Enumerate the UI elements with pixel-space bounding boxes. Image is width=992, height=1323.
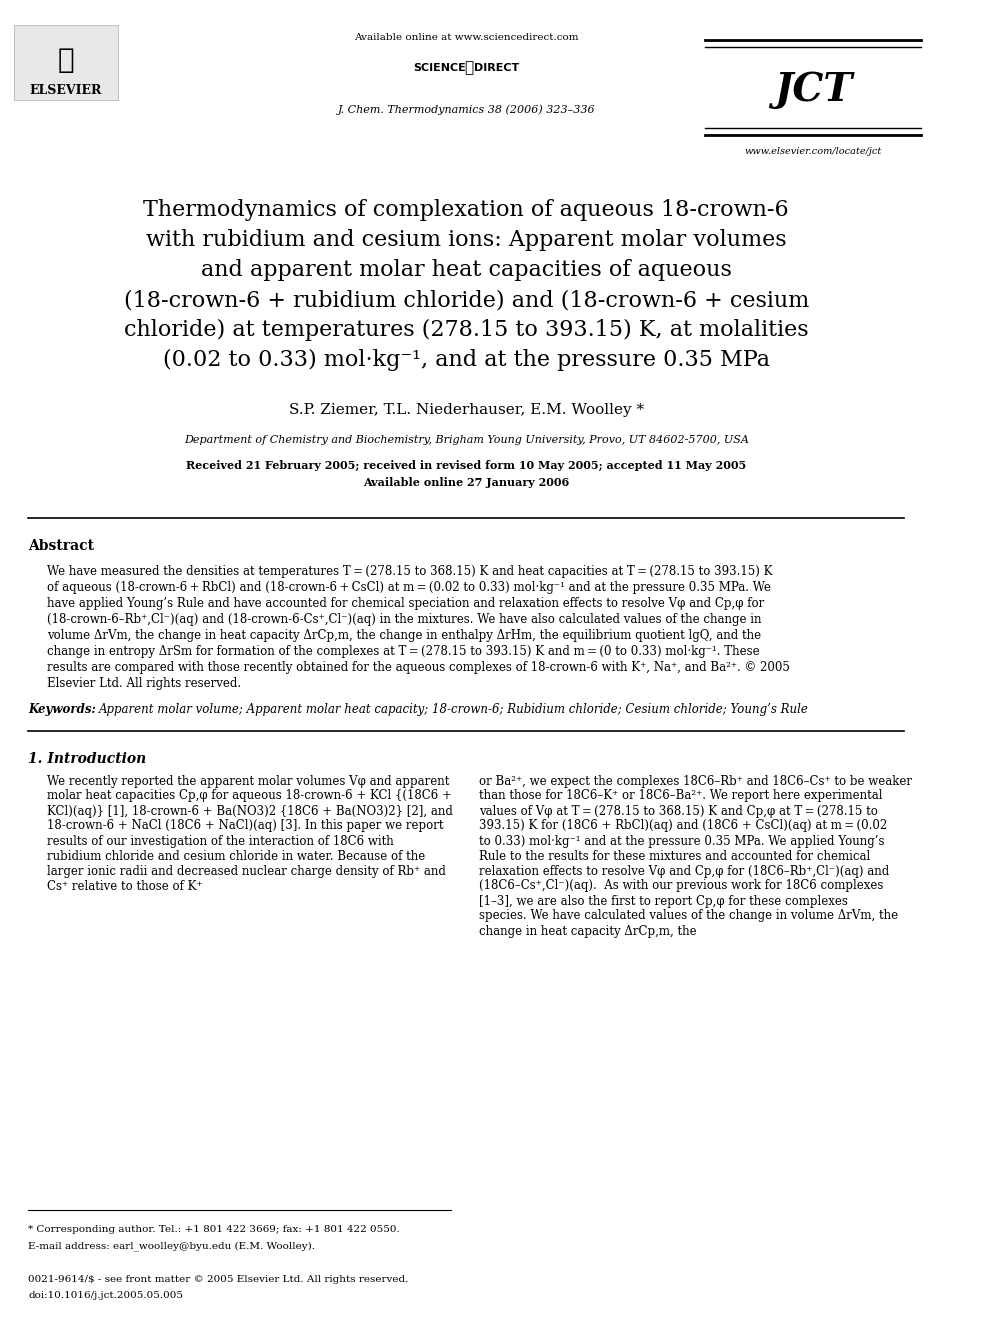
Text: 18-crown-6 + NaCl (18C6 + NaCl)(aq) [3]. In this paper we report: 18-crown-6 + NaCl (18C6 + NaCl)(aq) [3].…: [47, 819, 443, 832]
Text: 393.15) K for (18C6 + RbCl)(aq) and (18C6 + CsCl)(aq) at m = (0.02: 393.15) K for (18C6 + RbCl)(aq) and (18C…: [479, 819, 888, 832]
Text: results are compared with those recently obtained for the aqueous complexes of 1: results are compared with those recently…: [47, 660, 790, 673]
Text: to 0.33) mol·kg⁻¹ and at the pressure 0.35 MPa. We applied Young’s: to 0.33) mol·kg⁻¹ and at the pressure 0.…: [479, 835, 885, 848]
Text: values of Vφ at T = (278.15 to 368.15) K and Cp,φ at T = (278.15 to: values of Vφ at T = (278.15 to 368.15) K…: [479, 804, 878, 818]
Text: 1. Introduction: 1. Introduction: [28, 751, 147, 766]
Text: have applied Young’s Rule and have accounted for chemical speciation and relaxat: have applied Young’s Rule and have accou…: [47, 597, 764, 610]
Text: volume ΔrVm, the change in heat capacity ΔrCp,m, the change in enthalpy ΔrHm, th: volume ΔrVm, the change in heat capacity…: [47, 628, 761, 642]
Text: DIRECT: DIRECT: [474, 64, 519, 73]
Text: results of our investigation of the interaction of 18C6 with: results of our investigation of the inte…: [47, 835, 394, 848]
Text: Elsevier Ltd. All rights reserved.: Elsevier Ltd. All rights reserved.: [47, 676, 241, 689]
Text: 🌳: 🌳: [58, 46, 74, 74]
Text: Rule to the results for these mixtures and accounted for chemical: Rule to the results for these mixtures a…: [479, 849, 871, 863]
Text: change in entropy ΔrSm for formation of the complexes at T = (278.15 to 393.15) : change in entropy ΔrSm for formation of …: [47, 644, 760, 658]
Text: JCT: JCT: [774, 71, 852, 108]
Text: Received 21 February 2005; received in revised form 10 May 2005; accepted 11 May: Received 21 February 2005; received in r…: [186, 459, 746, 471]
Text: S.P. Ziemer, T.L. Niederhauser, E.M. Woolley *: S.P. Ziemer, T.L. Niederhauser, E.M. Woo…: [289, 404, 644, 417]
Text: Cs⁺ relative to those of K⁺: Cs⁺ relative to those of K⁺: [47, 880, 202, 893]
Text: ⓓ: ⓓ: [464, 61, 473, 75]
Text: larger ionic radii and decreased nuclear charge density of Rb⁺ and: larger ionic radii and decreased nuclear…: [47, 864, 445, 877]
Text: of aqueous (18-crown-6 + RbCl) and (18-crown-6 + CsCl) at m = (0.02 to 0.33) mol: of aqueous (18-crown-6 + RbCl) and (18-c…: [47, 581, 771, 594]
Text: 0021-9614/$ - see front matter © 2005 Elsevier Ltd. All rights reserved.: 0021-9614/$ - see front matter © 2005 El…: [28, 1275, 409, 1285]
Text: [1–3], we are also the first to report Cp,φ for these complexes: [1–3], we are also the first to report C…: [479, 894, 848, 908]
Text: relaxation effects to resolve Vφ and Cp,φ for (18C6–Rb⁺,Cl⁻)(aq) and: relaxation effects to resolve Vφ and Cp,…: [479, 864, 890, 877]
Text: (18-crown-6–Rb⁺,Cl⁻)(aq) and (18-crown-6-Cs⁺,Cl⁻)(aq) in the mixtures. We have a: (18-crown-6–Rb⁺,Cl⁻)(aq) and (18-crown-6…: [47, 613, 762, 626]
Text: (0.02 to 0.33) mol·kg⁻¹, and at the pressure 0.35 MPa: (0.02 to 0.33) mol·kg⁻¹, and at the pres…: [163, 349, 770, 370]
Text: KCl)(aq)} [1], 18-crown-6 + Ba(NO3)2 {18C6 + Ba(NO3)2} [2], and: KCl)(aq)} [1], 18-crown-6 + Ba(NO3)2 {18…: [47, 804, 453, 818]
Text: Thermodynamics of complexation of aqueous 18-crown-6: Thermodynamics of complexation of aqueou…: [144, 198, 789, 221]
Text: J. Chem. Thermodynamics 38 (2006) 323–336: J. Chem. Thermodynamics 38 (2006) 323–33…: [337, 105, 595, 115]
Text: ELSEVIER: ELSEVIER: [30, 83, 102, 97]
Text: rubidium chloride and cesium chloride in water. Because of the: rubidium chloride and cesium chloride in…: [47, 849, 426, 863]
Text: and apparent molar heat capacities of aqueous: and apparent molar heat capacities of aq…: [200, 259, 732, 280]
Text: Apparent molar volume; Apparent molar heat capacity; 18-crown-6; Rubidium chlori: Apparent molar volume; Apparent molar he…: [99, 703, 808, 716]
Text: chloride) at temperatures (278.15 to 393.15) K, at molalities: chloride) at temperatures (278.15 to 393…: [124, 319, 808, 341]
Text: Department of Chemistry and Biochemistry, Brigham Young University, Provo, UT 84: Department of Chemistry and Biochemistry…: [184, 435, 749, 445]
Text: We recently reported the apparent molar volumes Vφ and apparent: We recently reported the apparent molar …: [47, 774, 449, 787]
Text: SCIENCE: SCIENCE: [414, 64, 466, 73]
Text: than those for 18C6–K⁺ or 18C6–Ba²⁺. We report here experimental: than those for 18C6–K⁺ or 18C6–Ba²⁺. We …: [479, 790, 883, 803]
Text: molar heat capacities Cp,φ for aqueous 18-crown-6 + KCl {(18C6 +: molar heat capacities Cp,φ for aqueous 1…: [47, 790, 452, 803]
Text: Available online 27 January 2006: Available online 27 January 2006: [363, 478, 569, 488]
Text: We have measured the densities at temperatures T = (278.15 to 368.15) K and heat: We have measured the densities at temper…: [47, 565, 773, 578]
Text: Available online at www.sciencedirect.com: Available online at www.sciencedirect.co…: [354, 33, 578, 42]
Text: E-mail address: earl_woolley@byu.edu (E.M. Woolley).: E-mail address: earl_woolley@byu.edu (E.…: [28, 1241, 315, 1252]
Bar: [14, 25, 117, 101]
Text: Keywords:: Keywords:: [28, 703, 96, 716]
Text: (18-crown-6 + rubidium chloride) and (18-crown-6 + cesium: (18-crown-6 + rubidium chloride) and (18…: [124, 288, 808, 311]
Text: (18C6–Cs⁺,Cl⁻)(aq).  As with our previous work for 18C6 complexes: (18C6–Cs⁺,Cl⁻)(aq). As with our previous…: [479, 880, 884, 893]
Text: with rubidium and cesium ions: Apparent molar volumes: with rubidium and cesium ions: Apparent …: [146, 229, 787, 251]
Text: * Corresponding author. Tel.: +1 801 422 3669; fax: +1 801 422 0550.: * Corresponding author. Tel.: +1 801 422…: [28, 1225, 400, 1234]
Text: species. We have calculated values of the change in volume ΔrVm, the: species. We have calculated values of th…: [479, 909, 899, 922]
Text: doi:10.1016/j.jct.2005.05.005: doi:10.1016/j.jct.2005.05.005: [28, 1291, 184, 1301]
Text: www.elsevier.com/locate/jct: www.elsevier.com/locate/jct: [745, 147, 882, 156]
Text: change in heat capacity ΔrCp,m, the: change in heat capacity ΔrCp,m, the: [479, 925, 697, 938]
Text: Abstract: Abstract: [28, 538, 94, 553]
Text: or Ba²⁺, we expect the complexes 18C6–Rb⁺ and 18C6–Cs⁺ to be weaker: or Ba²⁺, we expect the complexes 18C6–Rb…: [479, 774, 913, 787]
